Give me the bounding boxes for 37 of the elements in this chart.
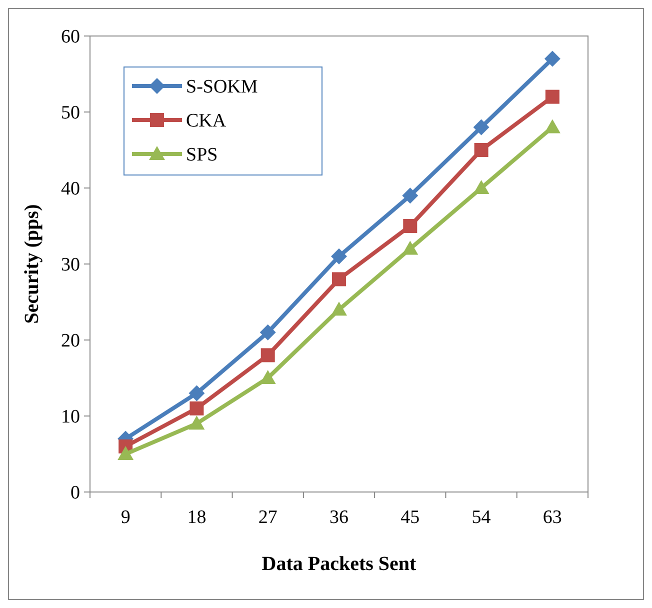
x-tick-label: 9 bbox=[120, 507, 130, 528]
y-tick-label: 20 bbox=[61, 330, 80, 352]
y-tick-label: 60 bbox=[61, 26, 80, 48]
y-tick-label: 30 bbox=[61, 254, 80, 276]
point bbox=[544, 119, 560, 134]
point bbox=[402, 240, 418, 255]
point bbox=[544, 50, 560, 67]
point bbox=[188, 416, 205, 430]
legend-label: S-SOKM bbox=[186, 76, 258, 98]
point bbox=[474, 143, 488, 157]
point bbox=[188, 385, 205, 402]
point bbox=[331, 302, 347, 316]
legend-label: SPS bbox=[186, 144, 218, 166]
point bbox=[473, 180, 490, 194]
x-tick-label: 54 bbox=[472, 507, 492, 528]
point bbox=[402, 188, 418, 204]
x-tick-label: 63 bbox=[542, 507, 562, 528]
y-tick-label: 0 bbox=[70, 482, 80, 504]
y-tick-label: 50 bbox=[61, 102, 80, 124]
point bbox=[260, 324, 276, 340]
legend-label: CKA bbox=[186, 110, 226, 132]
x-tick-label: 27 bbox=[258, 507, 278, 528]
y-tick-label: 40 bbox=[61, 178, 80, 200]
point bbox=[118, 446, 134, 460]
x-tick-label: 45 bbox=[400, 507, 420, 528]
x-axis-title: Data Packets Sent bbox=[262, 553, 417, 575]
x-tick-label: 36 bbox=[330, 507, 348, 528]
point bbox=[332, 272, 346, 286]
point bbox=[545, 90, 560, 104]
point bbox=[403, 219, 418, 233]
y-axis-title: Security (pps) bbox=[21, 204, 43, 324]
point bbox=[260, 348, 275, 362]
point bbox=[473, 119, 490, 136]
x-tick-label: 18 bbox=[187, 507, 206, 528]
y-tick-label: 10 bbox=[61, 406, 80, 428]
point bbox=[190, 401, 204, 416]
point bbox=[331, 248, 347, 264]
